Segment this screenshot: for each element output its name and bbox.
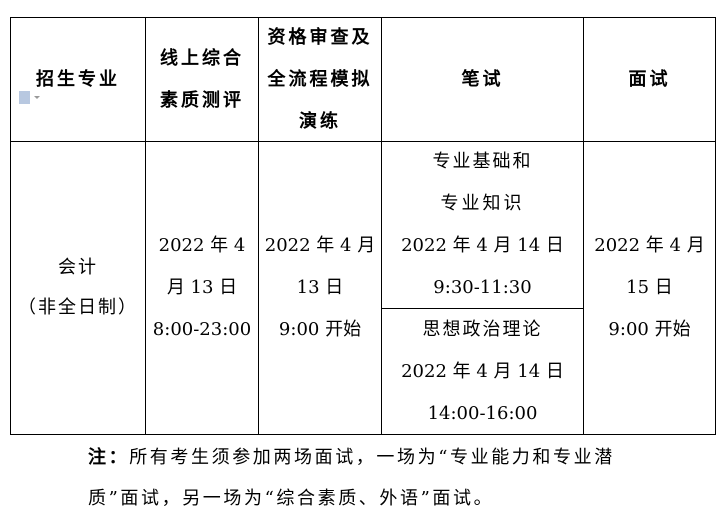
- cell-text: 15 日: [626, 277, 673, 298]
- header-text: 演练: [299, 110, 341, 132]
- header-text: 面试: [628, 68, 671, 90]
- header-text: 全流程模拟: [267, 68, 373, 90]
- cell-text: 2022 年 4 月 14 日: [401, 235, 564, 256]
- header-written: 笔试: [382, 18, 583, 141]
- cell-text: 14:00-16:00: [427, 402, 538, 424]
- cell-text: 2022 年 4: [158, 235, 246, 256]
- cell-text: 8:00-23:00: [152, 319, 252, 340]
- cell-text: 9:00 开始: [278, 319, 362, 340]
- cell-written-2: 思想政治理论 2022 年 4 月 14 日 14:00-16:00: [382, 309, 583, 434]
- cell-written-1: 专业基础和专业知识 2022 年 4 月 14 日 9:30-11:30: [382, 142, 583, 308]
- cell-text: 2022 年 4 月 14 日: [401, 360, 564, 382]
- cell-text: 会计: [58, 257, 98, 278]
- header-text: 资格审查及: [267, 26, 373, 48]
- cell-text: 专业基础和: [432, 151, 533, 172]
- note-label: 注：: [88, 447, 130, 468]
- header-qualification: 资格审查及全流程模拟演练: [259, 18, 381, 141]
- cell-major: 会计 （非全日制）: [11, 142, 145, 434]
- note-text: 质”面试，另一场为“综合素质、外语”面试。: [88, 488, 495, 509]
- cell-online-eval: 2022 年 4 月 13 日 8:00-23:00: [146, 142, 258, 434]
- header-interview: 面试: [584, 18, 715, 141]
- header-major: 招生专业: [11, 18, 145, 141]
- cell-text: 思想政治理论: [422, 318, 543, 340]
- header-text: 素质测评: [160, 89, 244, 111]
- cell-text: 专业知识: [440, 193, 525, 214]
- cell-text: （非全日制）: [18, 297, 138, 318]
- header-text: 笔试: [461, 68, 504, 90]
- cell-text: 13 日: [296, 277, 344, 298]
- cell-text: 9:30-11:30: [433, 277, 532, 298]
- header-text: 招生专业: [36, 68, 120, 90]
- header-text: 线上综合: [160, 47, 244, 69]
- cell-text: 9:00 开始: [608, 319, 691, 340]
- cell-text: 2022 年 4 月: [594, 235, 705, 256]
- cell-interview: 2022 年 4 月 15 日 9:00 开始: [584, 142, 715, 434]
- document-icon[interactable]: [19, 91, 40, 104]
- note-line-1: 注：所有考生须参加两场面试，一场为“专业能力和专业潜: [88, 443, 615, 469]
- header-online-eval: 线上综合 素质测评: [146, 18, 258, 141]
- cell-text: 月 13 日: [166, 277, 238, 298]
- cell-qualification: 2022 年 4 月 13 日 9:00 开始: [259, 142, 381, 434]
- cell-text: 2022 年 4 月: [264, 235, 376, 256]
- note-line-2: 质”面试，另一场为“综合素质、外语”面试。: [88, 484, 494, 510]
- note-text: 所有考生须参加两场面试，一场为“专业能力和专业潜: [129, 447, 615, 468]
